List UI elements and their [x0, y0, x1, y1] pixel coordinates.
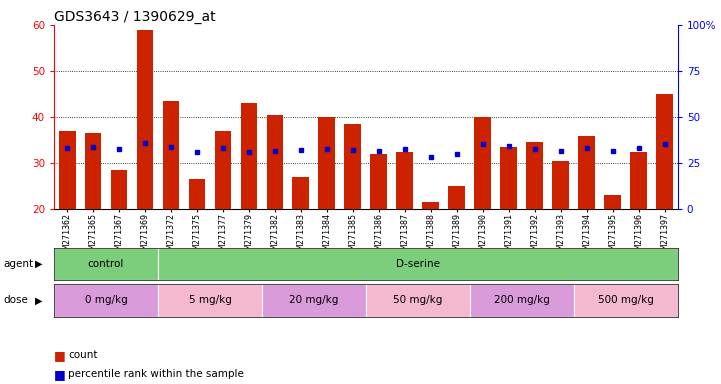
Bar [630, 152, 647, 209]
Text: 5 mg/kg: 5 mg/kg [189, 295, 231, 306]
Text: 500 mg/kg: 500 mg/kg [598, 295, 654, 306]
Bar [423, 202, 439, 209]
Bar [366, 284, 470, 317]
Bar [241, 103, 257, 209]
Bar [267, 115, 283, 209]
Bar [526, 142, 543, 209]
Text: count: count [68, 350, 98, 360]
Text: ▶: ▶ [35, 295, 42, 306]
Bar [110, 170, 128, 209]
Bar [656, 94, 673, 209]
Bar [58, 131, 76, 209]
Text: ■: ■ [54, 349, 66, 362]
Bar [158, 248, 678, 280]
Bar [397, 152, 413, 209]
Text: 50 mg/kg: 50 mg/kg [393, 295, 443, 306]
Bar [470, 284, 574, 317]
Bar [500, 147, 517, 209]
Bar [84, 133, 102, 209]
Bar [262, 284, 366, 317]
Bar [474, 117, 491, 209]
Bar [552, 161, 570, 209]
Bar [574, 284, 678, 317]
Text: 200 mg/kg: 200 mg/kg [494, 295, 549, 306]
Bar [319, 117, 335, 209]
Bar [345, 124, 361, 209]
Bar [54, 284, 158, 317]
Text: ▶: ▶ [35, 259, 42, 269]
Bar [158, 284, 262, 317]
Text: percentile rank within the sample: percentile rank within the sample [68, 369, 244, 379]
Bar [371, 154, 387, 209]
Text: control: control [88, 259, 124, 269]
Text: 0 mg/kg: 0 mg/kg [84, 295, 128, 306]
Bar [162, 101, 180, 209]
Text: 20 mg/kg: 20 mg/kg [289, 295, 339, 306]
Bar [293, 177, 309, 209]
Text: D-serine: D-serine [396, 259, 440, 269]
Bar [54, 248, 158, 280]
Bar [604, 195, 622, 209]
Bar [215, 131, 231, 209]
Bar [448, 186, 465, 209]
Text: ■: ■ [54, 368, 66, 381]
Bar [189, 179, 205, 209]
Text: dose: dose [4, 295, 29, 306]
Text: GDS3643 / 1390629_at: GDS3643 / 1390629_at [54, 10, 216, 24]
Bar [578, 136, 596, 209]
Text: agent: agent [4, 259, 34, 269]
Bar [136, 30, 154, 209]
